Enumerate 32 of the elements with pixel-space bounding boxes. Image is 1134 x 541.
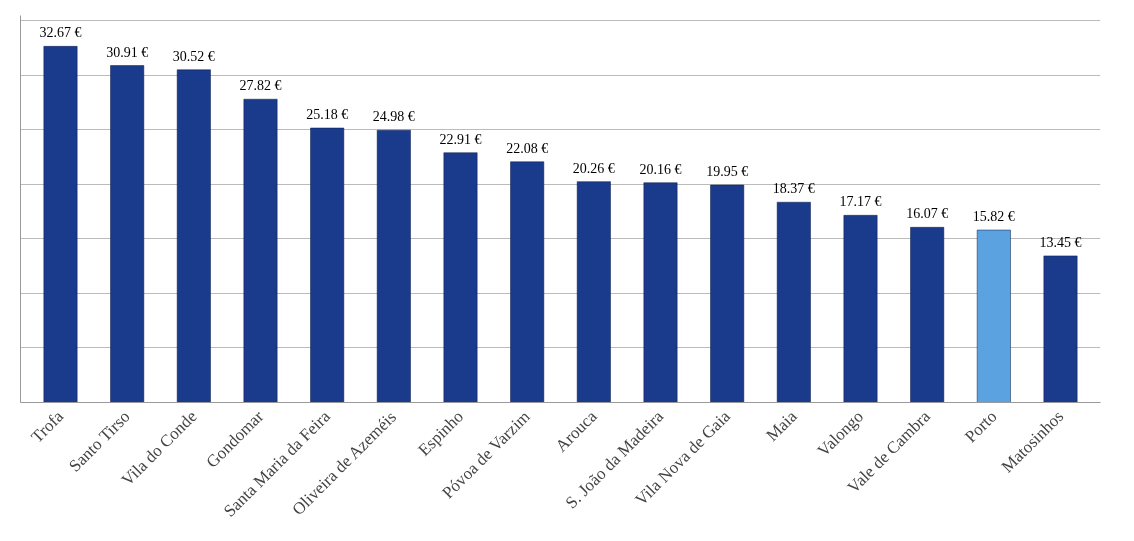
data-label: 25.18 € xyxy=(306,107,349,122)
bar xyxy=(576,181,611,403)
data-label: 20.26 € xyxy=(572,160,615,176)
bar xyxy=(176,69,211,403)
data-label: 27.82 € xyxy=(239,78,282,94)
data-label: 22.91 € xyxy=(439,131,482,147)
bar xyxy=(643,182,678,403)
bar xyxy=(976,229,1011,403)
bar xyxy=(43,46,78,403)
data-label: 24.98 € xyxy=(372,109,415,125)
data-label: 18.37 € xyxy=(772,181,815,197)
data-label: 15.82 € xyxy=(972,209,1015,225)
bar xyxy=(843,215,878,403)
data-label: 30.91 € xyxy=(106,44,149,60)
data-label: 13.45 € xyxy=(1039,234,1082,250)
bar xyxy=(443,152,478,403)
bar xyxy=(310,127,345,403)
bar xyxy=(1043,255,1078,403)
data-label: 20.16 € xyxy=(639,161,682,177)
data-label: 32.67 € xyxy=(39,25,82,41)
data-label: 22.08 € xyxy=(506,140,549,156)
data-label: 19.95 € xyxy=(706,164,749,180)
data-label: 17.17 € xyxy=(839,194,882,210)
data-label: 16.07 € xyxy=(906,206,949,222)
bar xyxy=(776,201,811,403)
bar xyxy=(243,98,278,403)
bar xyxy=(376,129,411,403)
data-label: 30.52 € xyxy=(172,48,215,64)
bar xyxy=(510,161,545,403)
bar xyxy=(710,184,745,403)
bar xyxy=(110,65,145,403)
bar xyxy=(910,227,945,403)
